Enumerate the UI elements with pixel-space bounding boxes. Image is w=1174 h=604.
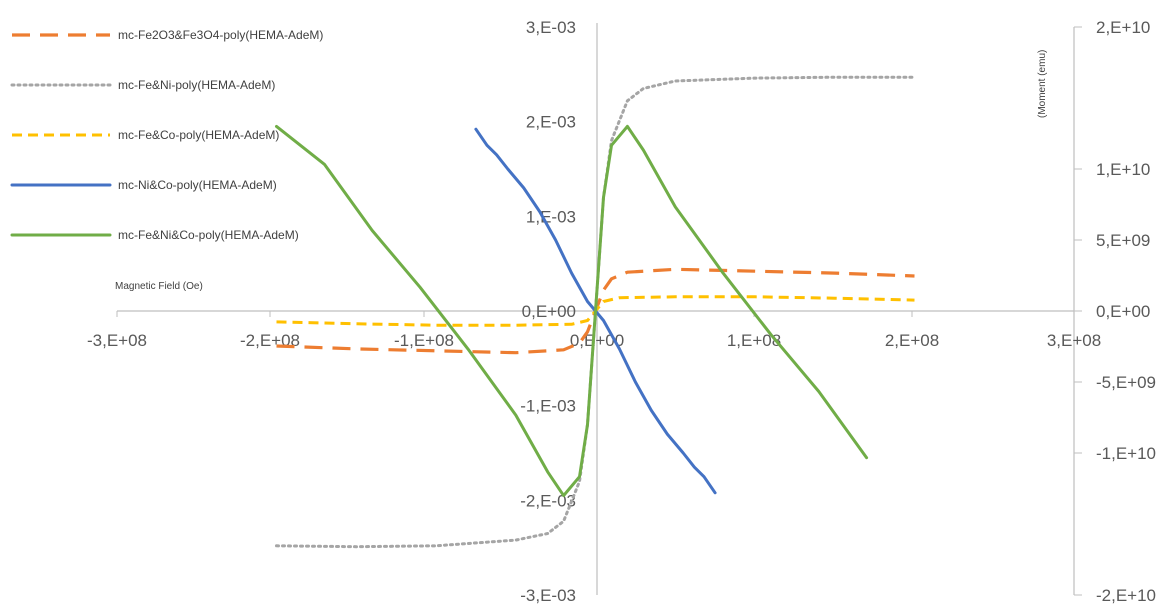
- y2-tick-label: 0,E+00: [1096, 302, 1150, 321]
- series-lines: [275, 75, 916, 549]
- y-tick-label: 2,E-03: [526, 113, 576, 132]
- x-tick-label: -1,E+08: [394, 331, 454, 350]
- axes: [116, 23, 1082, 596]
- x-tick-label: 3,E+08: [1047, 331, 1101, 350]
- y2-tick-label: -5,E+09: [1096, 373, 1156, 392]
- y-tick-label: 0,E+00: [522, 302, 576, 321]
- y2-tick-label: -2,E+10: [1096, 586, 1156, 604]
- y-tick-label: 3,E-03: [526, 18, 576, 37]
- legend: mc-Fe2O3&Fe3O4-poly(HEMA-AdeM) mc-Fe&Ni-p…: [10, 28, 323, 242]
- legend-label: mc-Ni&Co-poly(HEMA-AdeM): [118, 178, 277, 192]
- x-axis-title: Magnetic Field (Oe): [115, 281, 203, 292]
- secondary-y-axis-title: (Moment (emu): [1037, 50, 1048, 118]
- legend-label: mc-Fe&Ni-poly(HEMA-AdeM): [118, 78, 275, 92]
- series-line-5: [275, 124, 869, 498]
- y2-tick-label: 2,E+10: [1096, 18, 1150, 37]
- legend-label: mc-Fe&Co-poly(HEMA-AdeM): [118, 128, 279, 142]
- y-tick-label: -1,E-03: [520, 397, 576, 416]
- y-tick-label: -3,E-03: [520, 586, 576, 604]
- y-tick-label: 1,E-03: [526, 207, 576, 226]
- y2-tick-label: 5,E+09: [1096, 231, 1150, 250]
- legend-label: mc-Fe&Ni&Co-poly(HEMA-AdeM): [118, 228, 299, 242]
- y-tick-label: -2,E-03: [520, 491, 576, 510]
- x-tick-label: 2,E+08: [885, 331, 939, 350]
- x-tick-label: 1,E+08: [727, 331, 781, 350]
- y2-tick-label: -1,E+10: [1096, 444, 1156, 463]
- tick-labels: -3,E+08 -2,E+08 -1,E+08 0,E+00 1,E+08 2,E+08 3…: [87, 18, 1156, 604]
- y2-tick-label: 1,E+10: [1096, 160, 1150, 179]
- legend-label: mc-Fe2O3&Fe3O4-poly(HEMA-AdeM): [118, 28, 323, 42]
- x-tick-label: -3,E+08: [87, 331, 147, 350]
